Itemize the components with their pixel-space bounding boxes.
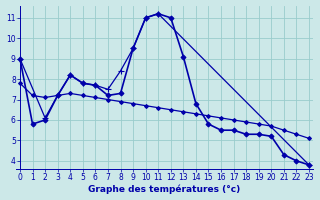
- X-axis label: Graphe des températures (°c): Graphe des températures (°c): [88, 185, 241, 194]
